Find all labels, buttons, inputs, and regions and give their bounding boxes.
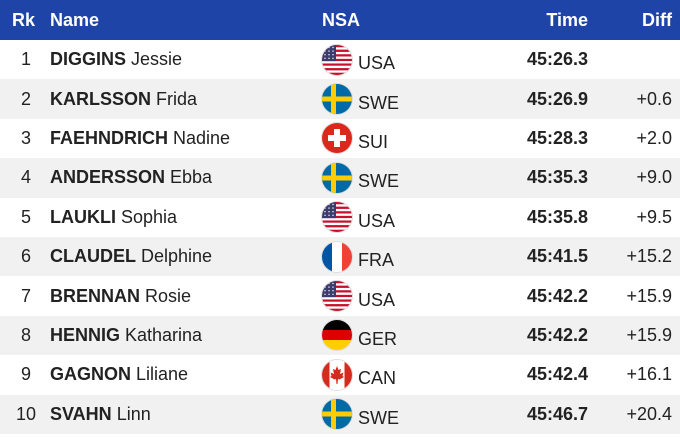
nsa: SWE (358, 92, 400, 113)
nsa: SWE (358, 407, 400, 428)
surname: LAUKLI (50, 206, 116, 227)
nsa: CAN (358, 368, 397, 389)
given-name: Katharina (125, 324, 203, 345)
header-rank: Rk (12, 9, 36, 30)
result-row: 4 ANDERSSON Ebba SWE 45:35.3 +9.0 (0, 158, 680, 198)
result-row: 10 SVAHN Linn SWE 45:46.7 +20.4 (0, 394, 680, 434)
surname: SVAHN (50, 403, 112, 424)
surname: BRENNAN (50, 285, 140, 306)
flag-icon (322, 202, 352, 233)
athlete-name: GAGNON Liliane (50, 355, 188, 394)
rank: 4 (20, 167, 31, 188)
given-name: Delphine (141, 246, 213, 267)
given-name: Liliane (136, 364, 189, 385)
given-name: Ebba (170, 167, 213, 188)
time: 45:35.3 (526, 167, 588, 188)
result-row: 1 DIGGINS Jessie USA 45:26.3 (0, 40, 680, 80)
surname: HENNIG (50, 324, 121, 345)
diff: +2.0 (636, 127, 672, 148)
rank: 2 (20, 88, 31, 109)
athlete-name: FAEHNDRICH Nadine (50, 119, 230, 158)
athlete-name: KARLSSON Frida (50, 79, 197, 118)
flag-icon (322, 320, 352, 351)
rank: 6 (20, 246, 31, 267)
diff: +9.5 (636, 206, 672, 227)
flag-icon (322, 241, 352, 272)
given-name: Linn (116, 403, 151, 424)
result-row: 3 FAEHNDRICH Nadine SUI 45:28.3 +2.0 (0, 118, 680, 159)
time: 45:35.8 (526, 206, 588, 227)
athlete-name: ANDERSSON Ebba (50, 158, 212, 197)
rank: 1 (20, 49, 31, 70)
flag-icon (322, 84, 352, 115)
given-name: Nadine (173, 127, 231, 148)
nsa: USA (358, 210, 396, 231)
rank: 3 (20, 127, 31, 148)
nsa: USA (358, 289, 396, 310)
given-name: Frida (156, 88, 198, 109)
diff: +20.4 (626, 403, 672, 424)
diff: +15.9 (626, 324, 672, 345)
header-time: Time (546, 9, 588, 30)
athlete-name: CLAUDEL Delphine (50, 237, 212, 276)
athlete-name: BRENNAN Rosie (50, 276, 191, 315)
rank: 10 (15, 403, 37, 424)
rank: 8 (20, 324, 31, 345)
time: 45:46.7 (526, 403, 588, 424)
diff: +16.1 (626, 364, 672, 385)
result-row: 7 BRENNAN Rosie USA 45:42.2 +15.9 (0, 276, 680, 316)
result-row: 5 LAUKLI Sophia USA 45:35.8 +9.5 (0, 197, 680, 237)
flag-icon (322, 359, 352, 390)
time: 45:42.4 (526, 364, 588, 385)
surname: GAGNON (50, 364, 131, 385)
header-row: Rk Name NSA Time Diff (0, 0, 680, 40)
time: 45:42.2 (526, 324, 588, 345)
flag-icon (322, 123, 352, 154)
nsa: USA (358, 53, 396, 74)
flag-icon (322, 281, 352, 312)
athlete-name: LAUKLI Sophia (50, 198, 177, 237)
athlete-name: DIGGINS Jessie (50, 40, 182, 79)
surname: ANDERSSON (50, 167, 166, 188)
flag-icon (322, 162, 352, 193)
nsa: SUI (358, 131, 389, 152)
result-row: 2 KARLSSON Frida SWE 45:26.9 +0.6 (0, 79, 680, 119)
surname: FAEHNDRICH (50, 127, 169, 148)
time: 45:26.9 (526, 88, 588, 109)
time: 45:41.5 (526, 246, 588, 267)
header-nsa: NSA (322, 9, 361, 30)
header-diff: Diff (642, 9, 672, 30)
athlete-name: SVAHN Linn (50, 395, 151, 434)
time: 45:26.3 (526, 49, 588, 70)
nsa: GER (358, 328, 398, 349)
athlete-name: HENNIG Katharina (50, 316, 202, 355)
nsa: SWE (358, 171, 400, 192)
diff: +15.9 (626, 285, 672, 306)
surname: KARLSSON (50, 88, 152, 109)
rank: 7 (20, 285, 31, 306)
given-name: Sophia (121, 206, 178, 227)
given-name: Jessie (131, 49, 183, 70)
result-row: 9 GAGNON Liliane CAN 45:42.4 +16.1 (0, 355, 680, 395)
surname: DIGGINS (50, 49, 127, 70)
surname: CLAUDEL (50, 246, 136, 267)
flag-icon (322, 44, 352, 75)
time: 45:42.2 (526, 285, 588, 306)
rank: 5 (20, 206, 31, 227)
flag-icon (322, 399, 352, 430)
rank: 9 (20, 364, 31, 385)
time: 45:28.3 (526, 127, 588, 148)
result-row: 8 HENNIG Katharina GER 45:42.2 +15.9 (0, 315, 680, 356)
header-name: Name (50, 9, 100, 30)
given-name: Rosie (145, 285, 192, 306)
diff: +0.6 (636, 88, 672, 109)
diff: +9.0 (636, 167, 672, 188)
nsa: FRA (358, 250, 394, 271)
result-row: 6 CLAUDEL Delphine FRA 45:41.5 +15.2 (0, 237, 680, 277)
diff: +15.2 (626, 246, 672, 267)
